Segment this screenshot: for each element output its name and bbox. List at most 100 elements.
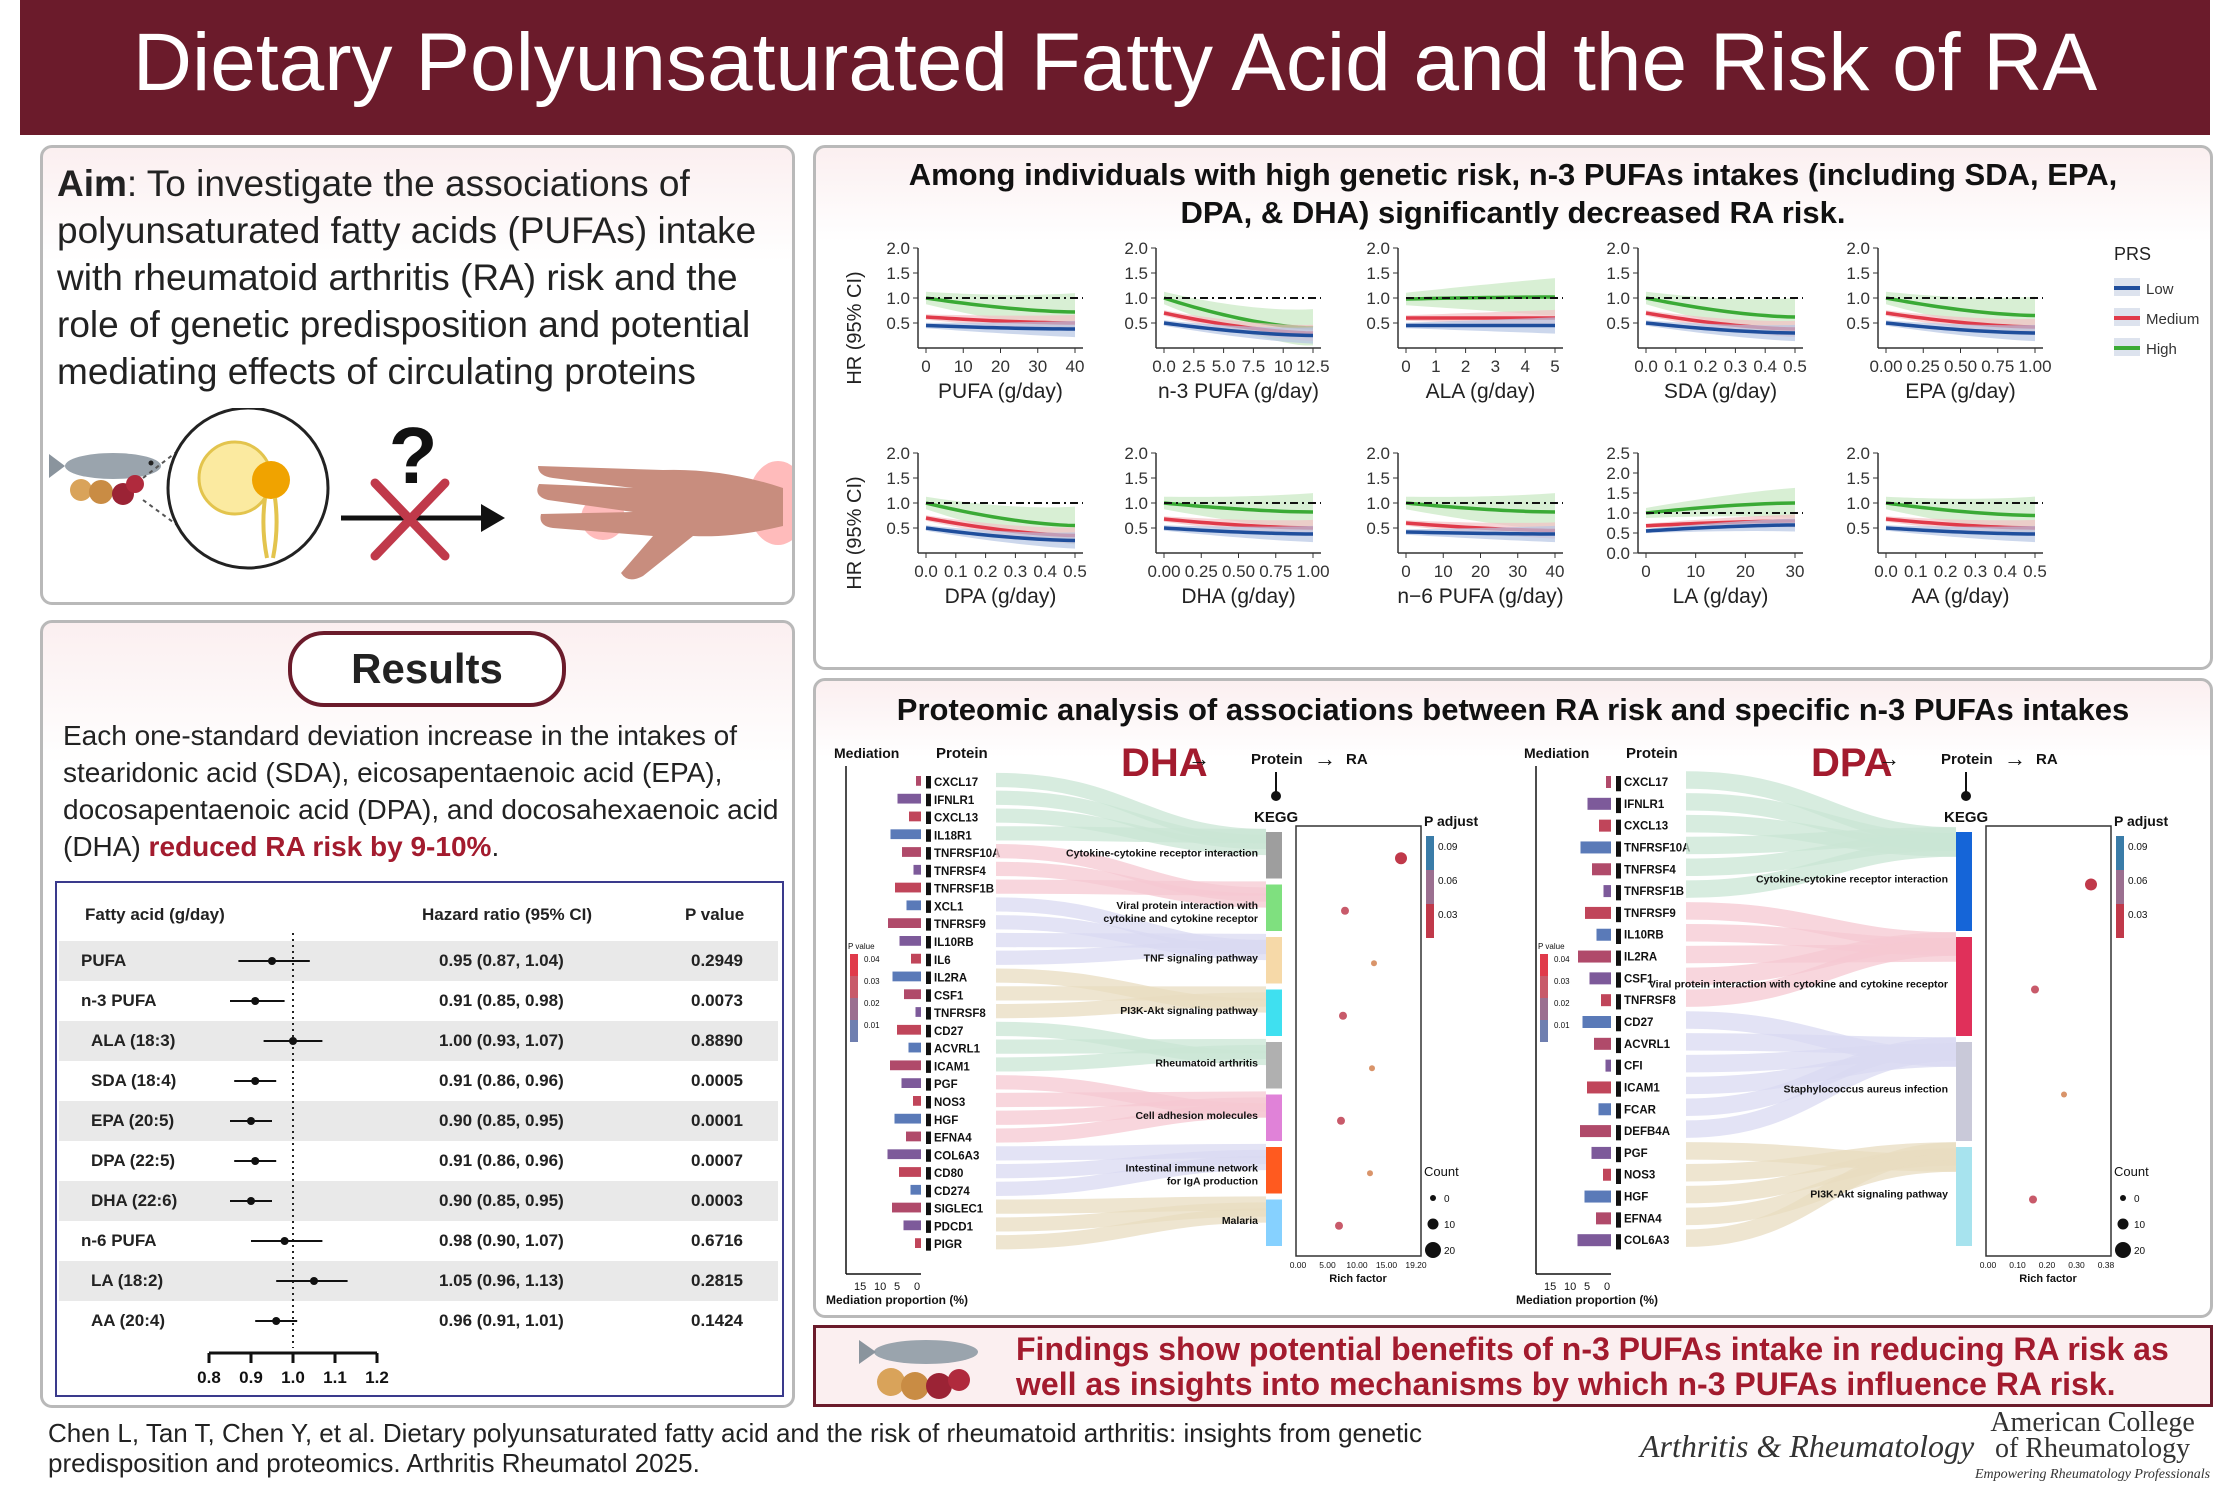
p-adjust-tick: 0.06 [2128, 876, 2148, 887]
mediation-bar [1578, 951, 1611, 963]
mediation-bar [891, 829, 922, 839]
pathway-node [1266, 1042, 1282, 1089]
inflamed-hand-icon [537, 461, 792, 579]
x-tick-label: 0.5 [2023, 562, 2047, 581]
mediation-tick: 0 [1604, 1281, 1610, 1293]
journal-logo: Arthritis & Rheumatology [1640, 1428, 1974, 1465]
x-axis-label: SDA (g/day) [1664, 380, 1777, 403]
x-tick-label: 30 [1786, 562, 1805, 581]
x-tick-label: 30 [1028, 357, 1047, 376]
rich-factor-label: Rich factor [2019, 1273, 2077, 1285]
protein-node [926, 972, 931, 984]
protein-label: PGF [1624, 1148, 1648, 1160]
mediation-tick: 5 [1584, 1281, 1590, 1293]
mediation-bar [898, 794, 922, 804]
x-tick-label: 0 [1641, 562, 1650, 581]
mediation-bar [913, 1096, 921, 1106]
pvalue-legend-tick: 0.01 [864, 1021, 880, 1030]
mediation-bar [1606, 1060, 1612, 1072]
x-tick-label: 0.00 [1147, 562, 1180, 581]
p-adjust-label: P adjust [2114, 813, 2169, 829]
findings-banner: Findings show potential benefits of n-3 … [813, 1325, 2213, 1407]
mediation-tick: 15 [854, 1281, 866, 1293]
x-tick-label: 40 [1546, 562, 1565, 581]
protein-node [1616, 1212, 1621, 1227]
pathway-node [1266, 885, 1282, 932]
y-tick-label: 0.5 [1606, 314, 1630, 333]
mediation-bar [897, 1025, 921, 1035]
protein-node [926, 1220, 931, 1232]
p-adjust-swatch [1426, 870, 1434, 904]
enrichment-dot [1337, 1117, 1345, 1125]
x-tick-label: 0.0 [1634, 357, 1658, 376]
count-legend-tick: 0 [1444, 1194, 1450, 1205]
arrow-1: → [1878, 746, 1900, 771]
protein-label: TNFRSF8 [934, 1008, 986, 1020]
protein-label: HGF [934, 1115, 958, 1127]
count-legend-tick: 10 [2134, 1220, 2146, 1231]
x-tick-label: 0 [1401, 357, 1410, 376]
mediation-bar [916, 776, 921, 786]
protein-label: PDCD1 [934, 1221, 974, 1233]
pvalue-legend-tick: 0.02 [1554, 999, 1570, 1008]
x-axis-label: EPA (g/day) [1905, 380, 2016, 403]
forest-tick-label: 1.0 [281, 1368, 305, 1387]
x-tick-label: 0.4 [1753, 357, 1777, 376]
rich-factor-tick: 0.00 [1290, 1260, 1307, 1270]
mediation-bar [1588, 798, 1612, 810]
protein-node [1616, 1016, 1621, 1031]
y-tick-label: 1.0 [1124, 494, 1148, 513]
count-legend-dot [2120, 1195, 2126, 1201]
y-tick-label: 1.5 [1606, 264, 1630, 283]
mediation-bar [890, 1060, 921, 1070]
mediation-bar [892, 1203, 921, 1213]
protein-node [926, 865, 931, 877]
protein-node [1616, 1038, 1621, 1053]
p-adjust-swatch [2116, 870, 2124, 904]
protein-node [926, 900, 931, 912]
y-tick-label: 2.0 [1124, 239, 1148, 258]
mediation-bar [906, 1132, 921, 1142]
pathway-node [1956, 1147, 1972, 1246]
p-adjust-tick: 0.09 [2128, 842, 2148, 853]
forest-point [289, 1037, 297, 1045]
enrichment-dot [1395, 852, 1407, 864]
x-tick-label: 0.75 [1981, 357, 2014, 376]
y-axis-label-row-1: HR (95% CI) [844, 271, 866, 384]
enrichment-dot [1341, 907, 1349, 915]
protein-node [1616, 820, 1621, 835]
protein-node [1616, 841, 1621, 856]
mediation-bar [1604, 885, 1612, 897]
protein-node [1616, 1191, 1621, 1206]
y-tick-label: 1.5 [886, 469, 910, 488]
mediation-bar [1599, 820, 1611, 832]
x-tick-label: 1 [1431, 357, 1440, 376]
protein-label: CXCL17 [934, 777, 978, 789]
x-tick-label: 40 [1066, 357, 1085, 376]
protein-node [926, 1185, 931, 1197]
protein-node [926, 1238, 931, 1250]
mediation-bar [895, 1114, 922, 1124]
protein-label: IL10RB [934, 937, 974, 949]
mediation-bar [1585, 907, 1611, 919]
x-tick-label: 0.3 [1004, 562, 1028, 581]
y-tick-label: 1.5 [1846, 469, 1870, 488]
pathway-node [1266, 1095, 1282, 1142]
genetic-title-line-1: Among individuals with high genetic risk… [816, 156, 2210, 194]
protein-label: CXCL17 [1624, 777, 1668, 789]
x-axis-label: n-3 PUFA (g/day) [1158, 380, 1319, 403]
y-tick-label: 2.0 [1366, 239, 1390, 258]
p-adjust-swatch [1426, 904, 1434, 938]
x-tick-label: 0.2 [1694, 357, 1718, 376]
protein-label: IL2RA [1624, 952, 1657, 964]
protein-label: EFNA4 [1624, 1213, 1662, 1225]
pvalue-legend-label: P value [1538, 942, 1565, 951]
pvalue-legend-tick: 0.04 [1554, 955, 1570, 964]
mediation-bar [909, 1043, 922, 1053]
pathway-node [1266, 1147, 1282, 1194]
x-axis-label: PUFA (g/day) [938, 380, 1063, 403]
protein-node [1616, 1060, 1621, 1075]
y-tick-label: 0.5 [1846, 314, 1870, 333]
